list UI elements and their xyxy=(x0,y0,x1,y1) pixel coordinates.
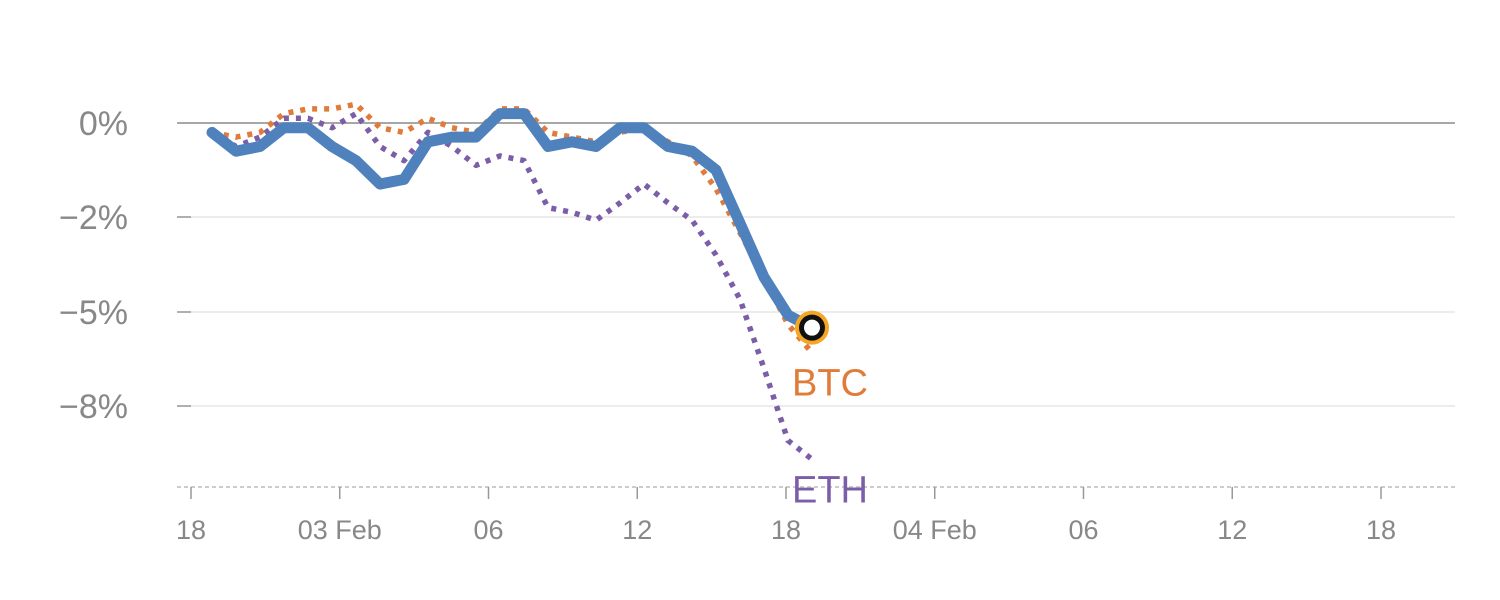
y-tick-label: −2% xyxy=(59,199,128,237)
series-label-eth: ETH xyxy=(792,469,868,511)
x-tick-label: 03 Feb xyxy=(298,515,382,545)
series-lines xyxy=(206,101,829,462)
y-tick-label: 0% xyxy=(79,105,128,143)
x-tick-label: 04 Feb xyxy=(893,515,977,545)
y-tick-label: −8% xyxy=(59,388,128,426)
x-tick-label: 06 xyxy=(473,515,503,545)
series-line-main xyxy=(206,108,818,334)
x-tick-label: 12 xyxy=(622,515,652,545)
y-axis: 0% −2% −5% −8% xyxy=(59,105,191,426)
y-tick-label: −5% xyxy=(59,294,128,332)
x-tick-label: 06 xyxy=(1068,515,1098,545)
x-tick-label: 18 xyxy=(771,515,801,545)
x-tick-label: 18 xyxy=(1366,515,1396,545)
series-label-btc: BTC xyxy=(792,363,868,405)
x-axis: 18 03 Feb 06 12 18 04 Feb 06 12 18 xyxy=(176,486,1455,545)
series-line-btc xyxy=(211,101,815,355)
end-marker xyxy=(799,314,825,341)
series-labels: ETH BTC xyxy=(792,363,868,512)
x-tick-label: 12 xyxy=(1217,515,1247,545)
series-line-eth xyxy=(210,110,814,462)
x-tick-label: 18 xyxy=(176,515,206,545)
